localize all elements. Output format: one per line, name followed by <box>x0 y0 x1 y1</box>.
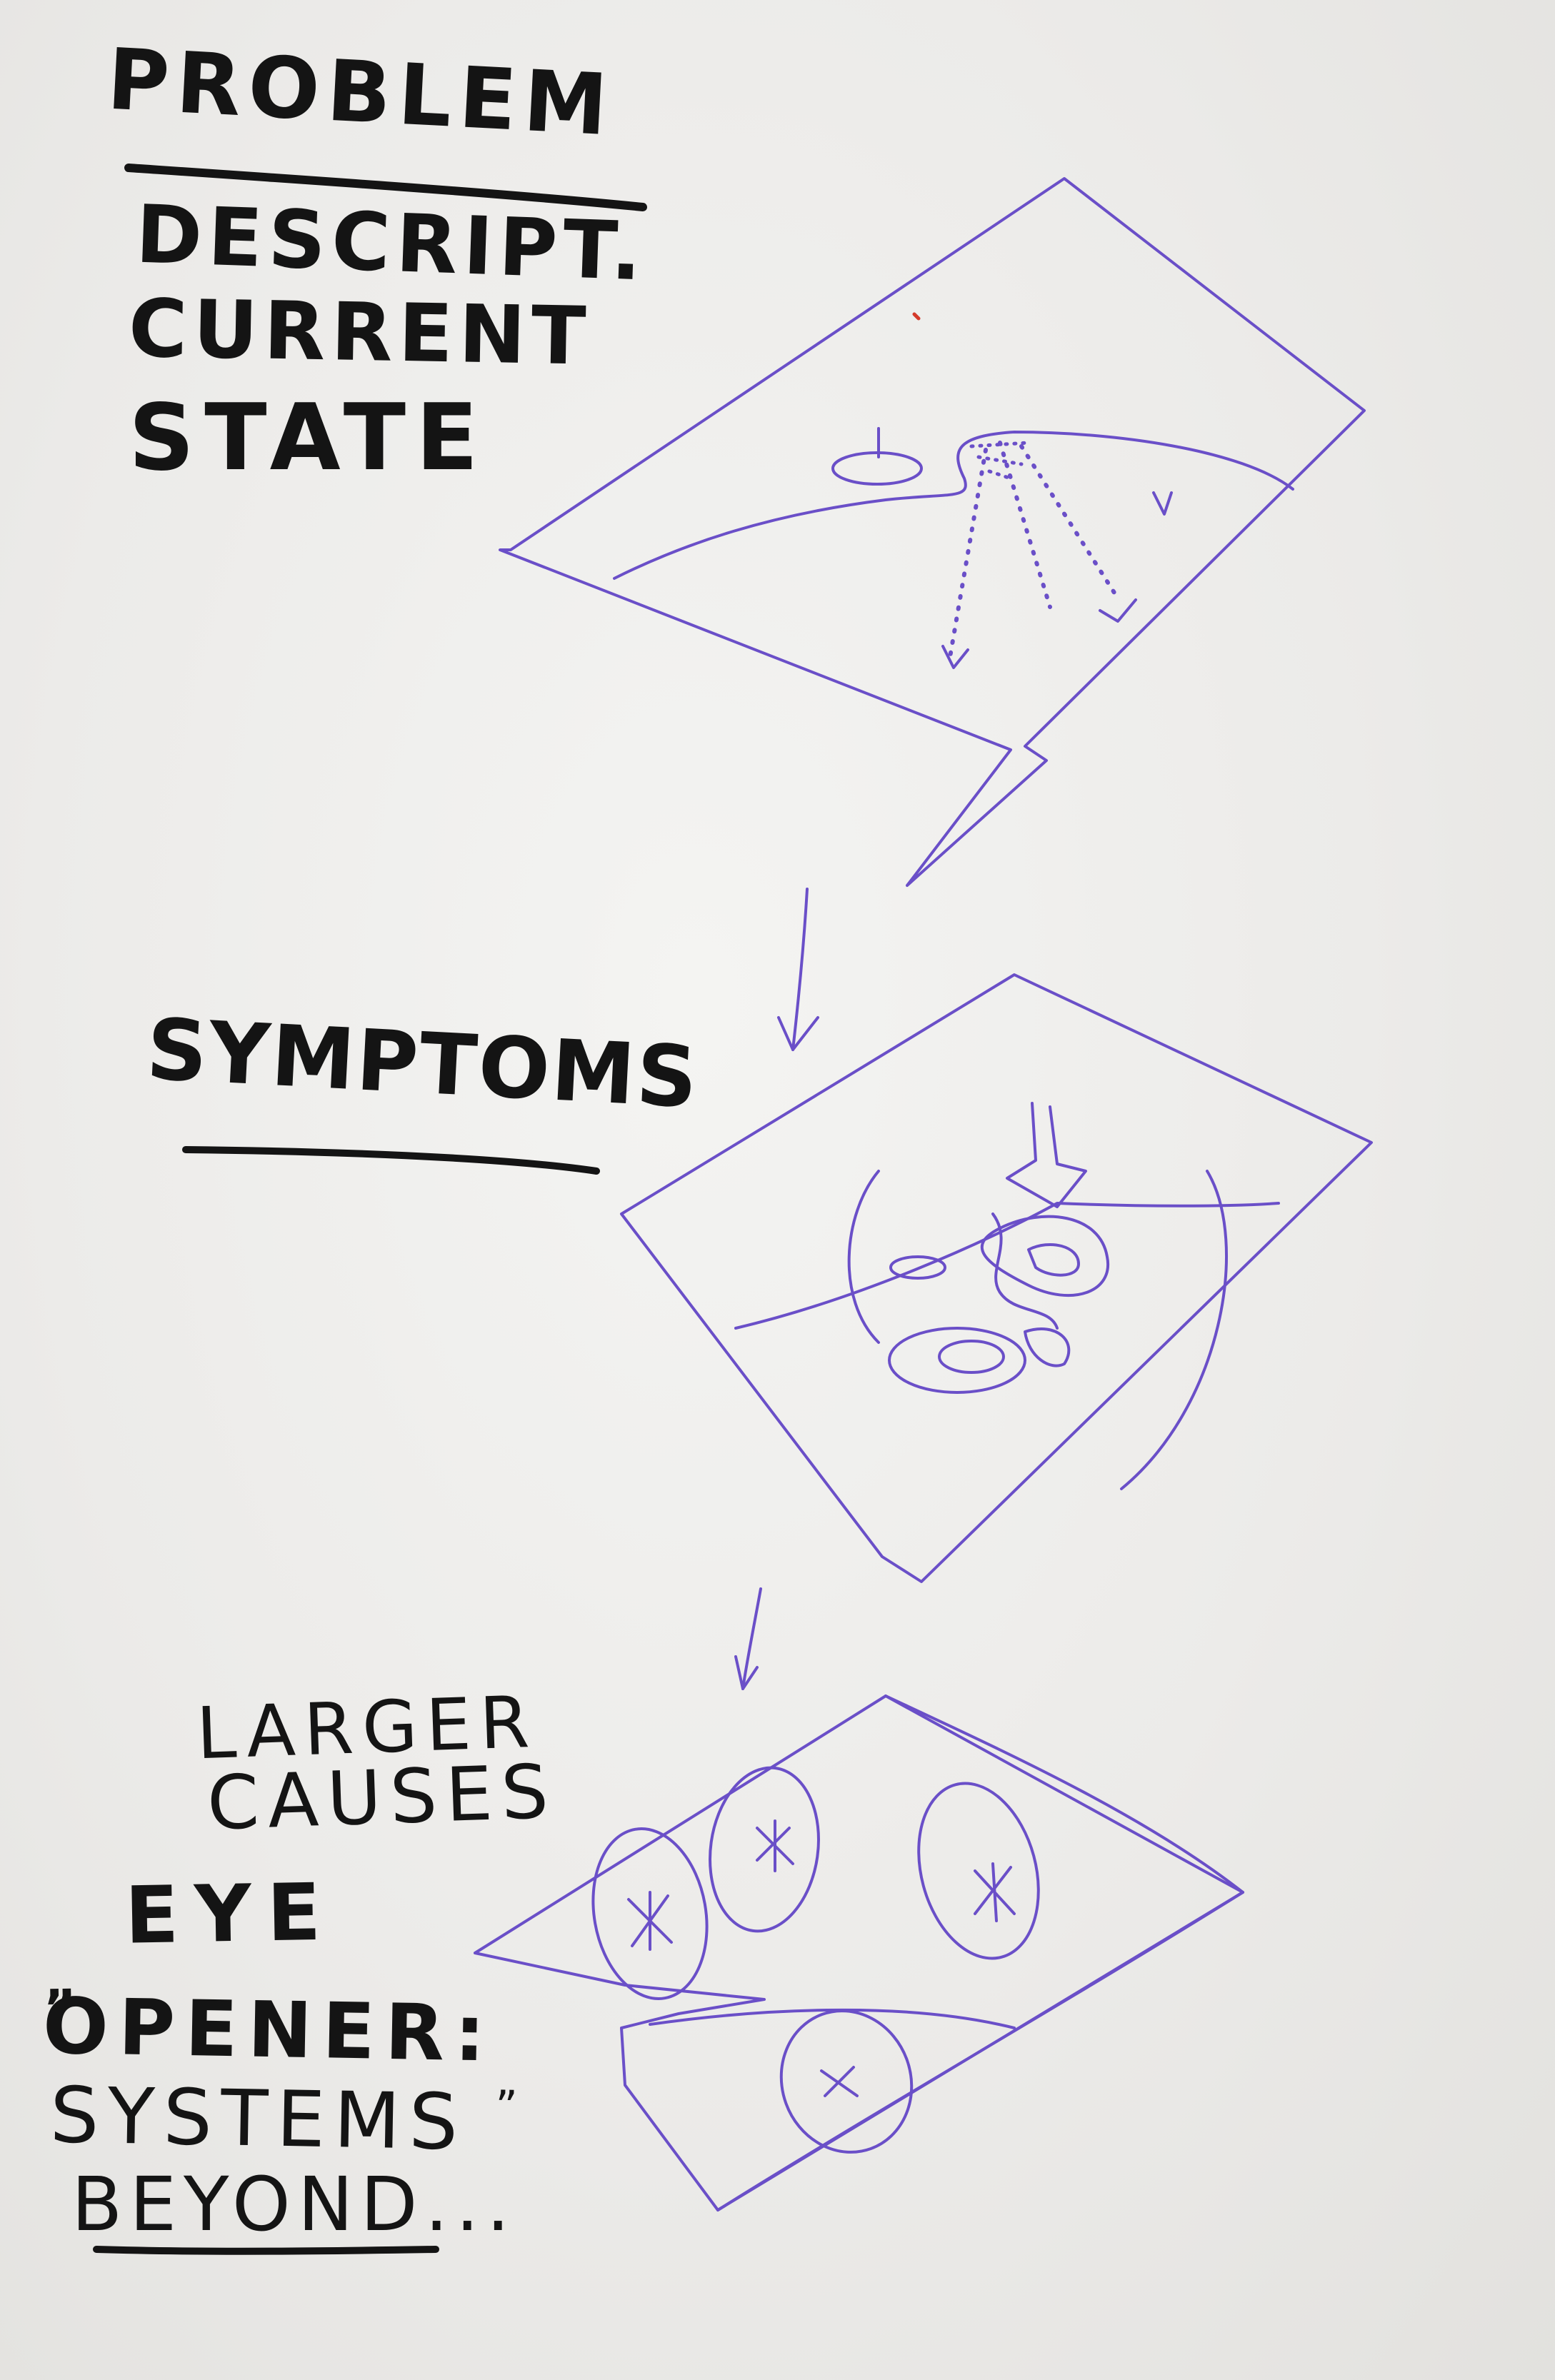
spill-arrow-upper <box>1152 491 1173 516</box>
right-arc <box>1120 1170 1228 1490</box>
symptoms-underline <box>182 1146 600 1175</box>
star-4 <box>820 2066 859 2097</box>
dividing-line <box>734 1202 1280 1330</box>
red-marker-speck <box>912 312 921 321</box>
current-state-diagram <box>499 177 1366 887</box>
problem-underline <box>124 164 647 211</box>
arrow-to-symptoms <box>777 888 819 1051</box>
star-2 <box>756 1819 794 1872</box>
contour-inner <box>1027 1242 1080 1277</box>
down-arrow <box>1006 1102 1087 1208</box>
larger-causes-diagram <box>474 1694 1244 2211</box>
close-quote-mark: ” <box>494 2082 527 2132</box>
opener-label: OPENER: <box>41 1982 496 2079</box>
terrain-curve <box>613 431 1294 580</box>
causes-label: CAUSES <box>206 1747 559 1847</box>
squiggle <box>991 1212 1059 1330</box>
lower-contour-inner <box>938 1340 1005 1374</box>
plane-right-edge <box>884 1694 1244 1894</box>
problem-heading: PROBLEM <box>104 29 617 155</box>
plane-bottom-right <box>716 1891 1244 2211</box>
left-arc <box>847 1170 880 1344</box>
arrow-to-larger-causes <box>734 1587 762 1690</box>
cause-ellipse-1 <box>591 1827 709 2000</box>
star-1 <box>627 1891 673 1951</box>
cause-ellipse-3 <box>917 1782 1040 1960</box>
plane-outline <box>620 973 1373 1583</box>
plane-outline <box>499 177 1366 887</box>
contour-outer <box>980 1215 1110 1297</box>
spill-arrow-right <box>1099 598 1137 623</box>
systems-text: SYSTEMS <box>49 2071 468 2168</box>
cause-ellipse-4 <box>779 2009 914 2154</box>
symptoms-diagram <box>620 973 1373 1583</box>
speckle-cluster <box>969 441 1031 481</box>
star-3 <box>974 1862 1016 1922</box>
current-heading: CURRENT <box>127 282 593 383</box>
spill-dots <box>948 441 1116 659</box>
eye-label: „ EYE <box>44 1866 337 2010</box>
cause-ellipse-2 <box>709 1766 820 1933</box>
descript-heading: DESCRIPT. <box>134 188 649 299</box>
plane-outline <box>474 1694 1244 2211</box>
lower-right-shape <box>1024 1327 1071 1367</box>
lower-divider <box>649 2008 1016 2029</box>
eye-text: EYE <box>124 1866 338 1962</box>
state-heading: STATE <box>129 385 489 491</box>
lower-contour <box>888 1327 1026 1394</box>
left-small-ellipse <box>889 1255 946 1280</box>
systems-label: SYSTEMS ” <box>49 2071 527 2167</box>
beyond-underline <box>93 2246 439 2255</box>
spill-arrow-left <box>941 645 969 669</box>
beyond-label: BEYOND... <box>71 2161 517 2248</box>
